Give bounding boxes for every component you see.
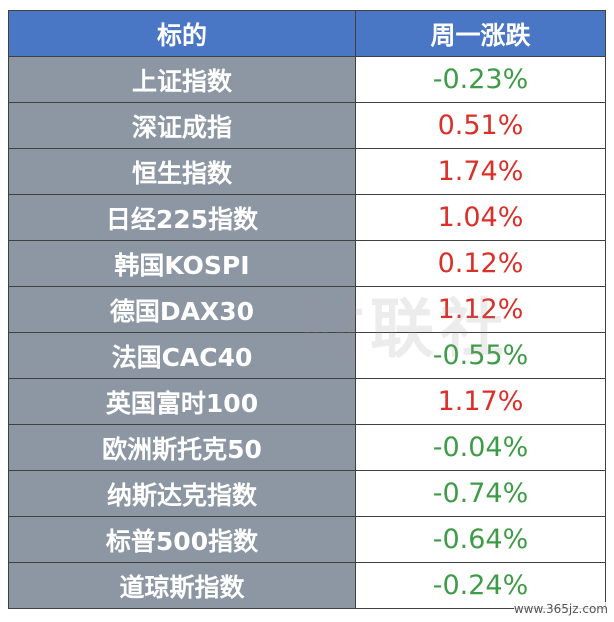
table-row: 标普500指数 -0.64% — [8, 516, 606, 563]
change-value: -0.55% — [355, 332, 606, 379]
table-row: 道琼斯指数 -0.24% — [8, 562, 606, 609]
header-row: 标的 周一涨跌 — [8, 10, 606, 57]
header-cell: 标的 — [8, 10, 356, 57]
index-name: 法国CAC40 — [8, 332, 356, 379]
index-name: 日经225指数 — [8, 194, 356, 241]
table-row: 韩国KOSPI 0.12% — [8, 240, 606, 287]
change-value: 0.51% — [355, 102, 606, 149]
data-table: 标的 周一涨跌 上证指数 -0.23% 深证成指 0.51% 恒生指数 1.74% 日经22… — [8, 10, 606, 609]
index-name: 恒生指数 — [8, 148, 356, 195]
index-name: 道琼斯指数 — [8, 562, 356, 609]
change-value: 1.17% — [355, 378, 606, 425]
change-value: 1.12% — [355, 286, 606, 333]
table-body: 上证指数 -0.23% 深证成指 0.51% 恒生指数 1.74% 日经225指数 1.04%… — [8, 56, 606, 609]
change-value: 1.04% — [355, 194, 606, 241]
table-row: 欧洲斯托克50 -0.04% — [8, 424, 606, 471]
header-cell: 周一涨跌 — [355, 10, 606, 57]
table-row: 上证指数 -0.23% — [8, 56, 606, 103]
change-value: -0.24% — [355, 562, 606, 609]
index-name: 德国DAX30 — [8, 286, 356, 333]
change-value: 0.12% — [355, 240, 606, 287]
change-value: 1.74% — [355, 148, 606, 195]
index-name: 纳斯达克指数 — [8, 470, 356, 517]
index-name: 深证成指 — [8, 102, 356, 149]
index-name: 标普500指数 — [8, 516, 356, 563]
index-name: 韩国KOSPI — [8, 240, 356, 287]
change-value: -0.64% — [355, 516, 606, 563]
index-name: 上证指数 — [8, 56, 356, 103]
index-name: 英国富时100 — [8, 378, 356, 425]
change-value: -0.23% — [355, 56, 606, 103]
table-row: 英国富时100 1.17% — [8, 378, 606, 425]
footer-url: www.365jz.com — [513, 602, 608, 616]
table-row: 法国CAC40 -0.55% — [8, 332, 606, 379]
change-value: -0.04% — [355, 424, 606, 471]
table-row: 日经225指数 1.04% — [8, 194, 606, 241]
table-row: 深证成指 0.51% — [8, 102, 606, 149]
table-row: 恒生指数 1.74% — [8, 148, 606, 195]
index-name: 欧洲斯托克50 — [8, 424, 356, 471]
table-row: 德国DAX30 1.12% — [8, 286, 606, 333]
table-row: 纳斯达克指数 -0.74% — [8, 470, 606, 517]
change-value: -0.74% — [355, 470, 606, 517]
